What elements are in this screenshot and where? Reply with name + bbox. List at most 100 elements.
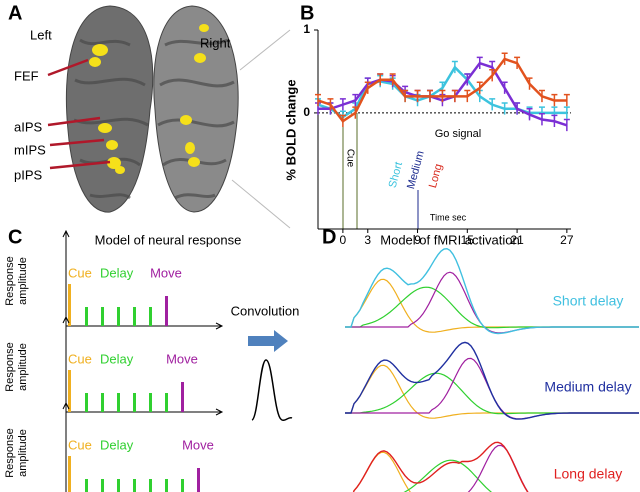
annotation: Go signal: [435, 128, 481, 140]
axis-label: amplitude: [17, 343, 29, 391]
delay-pulse: [149, 479, 152, 492]
error-bar: [501, 81, 508, 94]
error-bar: [551, 114, 558, 128]
error-bar: [476, 81, 483, 94]
panel-title: Model of neural response: [95, 232, 242, 247]
annotation: Medium: [405, 150, 427, 191]
arrowhead: [62, 229, 224, 330]
sum-curve: [352, 441, 529, 492]
region-label: pIPS: [14, 167, 43, 182]
error-bar: [514, 102, 521, 115]
delay-pulse: [165, 479, 168, 492]
error-bar: [402, 89, 409, 103]
error-bar: [352, 106, 359, 119]
arrowhead: [62, 401, 70, 410]
cue-pulse: [68, 284, 71, 326]
error-bar: [476, 56, 483, 69]
cue-pulse: [68, 370, 71, 412]
region-label: aIPS: [14, 119, 43, 134]
axes: [65, 403, 67, 492]
zoom-lines: [231, 29, 291, 229]
cue-label: Cue: [68, 351, 92, 366]
component-curve: [352, 451, 411, 492]
cue-pulse: [68, 456, 71, 492]
bold-chart: B % BOLD change Time sec Go signal Cue S…: [283, 2, 573, 247]
annotation: Long: [427, 163, 445, 190]
delay-pulse: [149, 307, 152, 326]
error-bar: [464, 73, 471, 86]
x-tick-label: 0: [340, 233, 347, 247]
arrow: [248, 330, 288, 352]
delay-label: Delay: [100, 351, 134, 366]
panel-letter: B: [300, 2, 314, 24]
axis-label: amplitude: [17, 429, 29, 477]
sum-curve: [345, 247, 639, 335]
error-bar: [514, 56, 521, 69]
condition-label: Short delay: [553, 293, 624, 309]
fmri-model: Short delay Medium delay Long delay: [345, 247, 639, 492]
convolution-label: Convolution: [231, 303, 300, 318]
error-bar: [327, 98, 334, 111]
condition-label: Long delay: [554, 466, 623, 482]
y-axis-label: % BOLD change: [283, 79, 298, 180]
error-bar: [551, 93, 558, 107]
error-bar: [339, 98, 346, 111]
error-bar: [414, 89, 421, 103]
panel-letter: C: [8, 226, 22, 248]
error-bar: [489, 98, 496, 111]
move-label: Move: [150, 265, 182, 280]
delay-pulse: [165, 393, 168, 412]
brain: [47, 5, 239, 213]
delay-pulse: [117, 393, 120, 412]
delay-pulse: [149, 393, 152, 412]
delay-pulse: [101, 393, 104, 412]
delay-pulse: [101, 479, 104, 492]
x-axis-label: Time sec: [430, 212, 467, 222]
axis-label: Response: [4, 342, 16, 392]
panel-title: Model of fMRI activation: [380, 232, 519, 247]
error-bar: [389, 73, 396, 86]
error-bar: [352, 93, 359, 107]
region-label: FEF: [14, 68, 39, 83]
annotation: Cue: [344, 149, 355, 168]
error-bar: [339, 114, 346, 128]
x-tick-label: 3: [364, 233, 371, 247]
cue-label: Cue: [68, 437, 92, 452]
delay-pulse: [133, 307, 136, 326]
delay-label: Delay: [100, 437, 134, 452]
error-bar: [464, 89, 471, 103]
error-bar: [439, 89, 446, 103]
annotation: Short: [387, 161, 405, 190]
error-bar: [315, 93, 321, 107]
error-bar: [538, 89, 545, 103]
condition-label: Medium delay: [544, 379, 631, 395]
error-bar: [501, 102, 508, 115]
hemisphere-label: Right: [200, 35, 231, 50]
hrf-curve: [251, 359, 293, 421]
delay-pulse: [133, 393, 136, 412]
error-bar: [563, 118, 570, 132]
y-tick-label: 1: [303, 22, 310, 36]
delay-pulse: [85, 307, 88, 326]
delay-pulse: [85, 393, 88, 412]
move-label: Move: [182, 437, 214, 452]
error-bar: [538, 112, 545, 126]
error-bar: [364, 81, 371, 94]
error-bar: [426, 89, 433, 103]
panel-letter: A: [8, 2, 22, 24]
axis-label: Response: [4, 428, 16, 478]
x-tick-label: 15: [461, 233, 475, 247]
move-label: Move: [166, 351, 198, 366]
error-bar: [563, 106, 570, 119]
error-bar: [526, 108, 533, 121]
axis-label: Response: [4, 256, 16, 306]
delay-pulse: [117, 307, 120, 326]
x-tick-label: 9: [414, 233, 421, 247]
delay-pulse: [181, 479, 184, 492]
x-tick-label: 27: [560, 233, 574, 247]
arrowhead: [62, 315, 224, 416]
error-bar: [526, 77, 533, 90]
error-bar: [377, 73, 384, 86]
